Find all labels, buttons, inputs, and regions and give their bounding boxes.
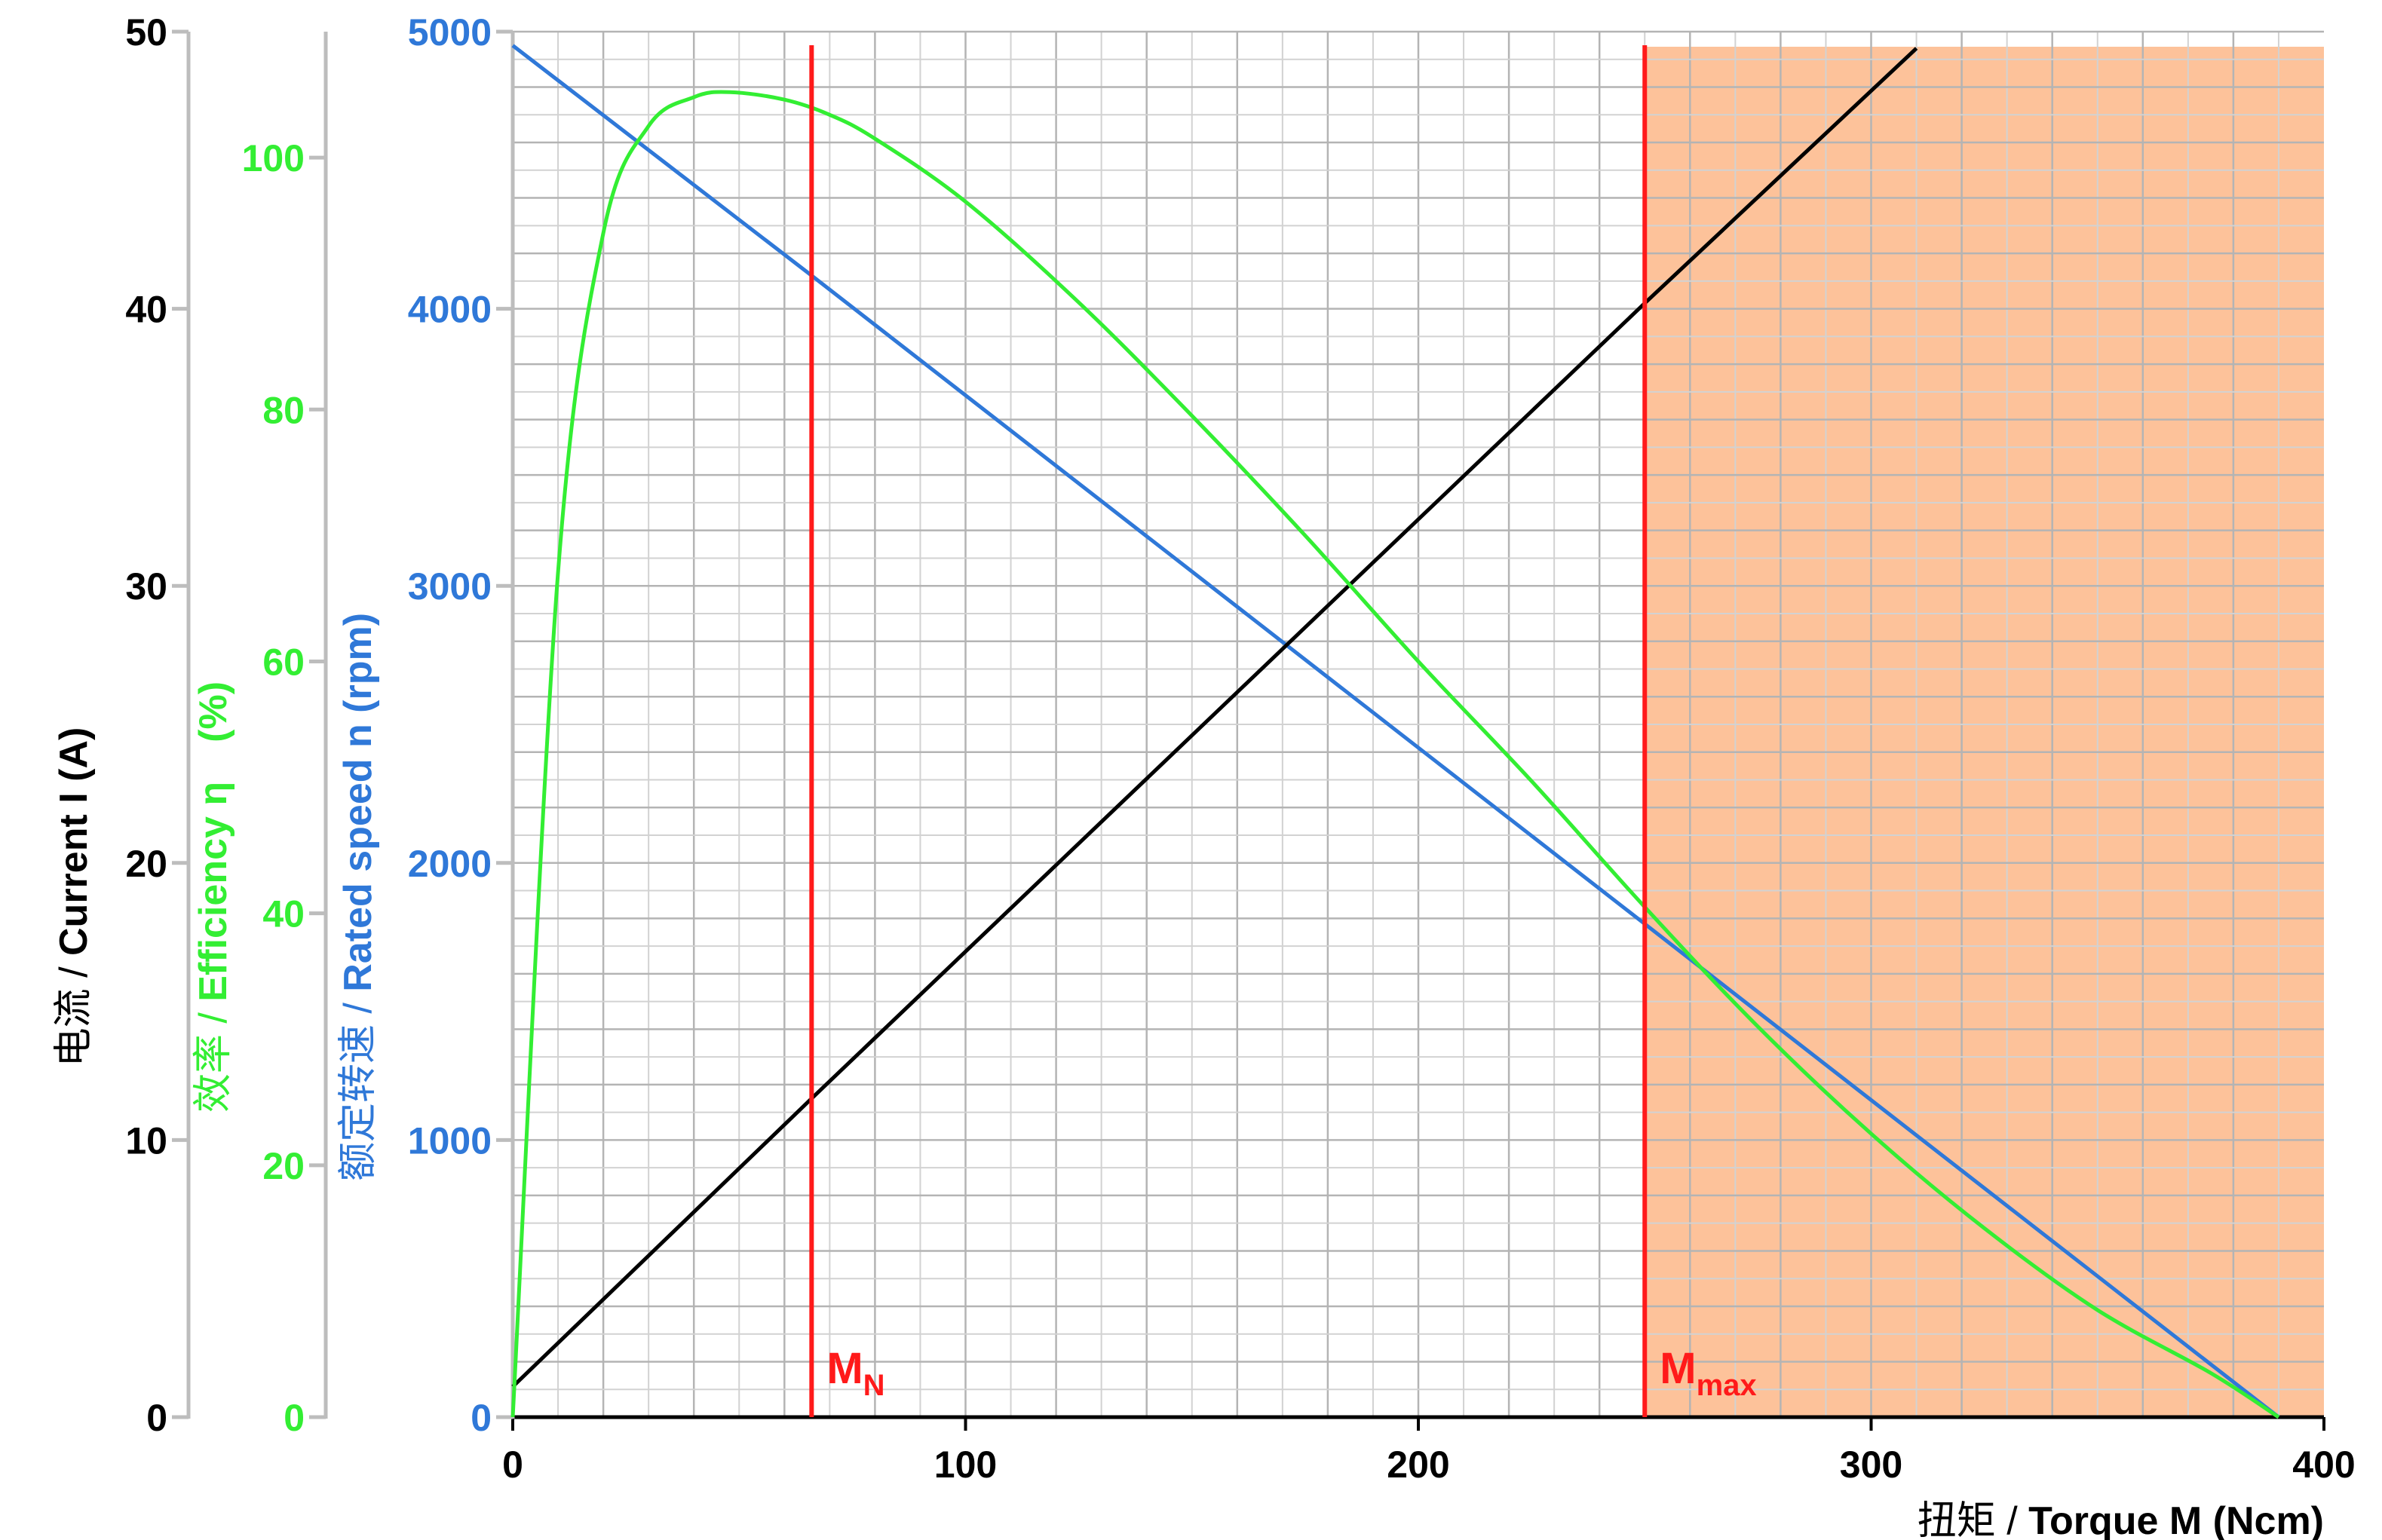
speed-axis-tick-label: 3000 (408, 565, 492, 608)
efficiency-axis-tick-label: 0 (284, 1397, 305, 1439)
efficiency-axis-tick-label: 20 (262, 1145, 305, 1187)
marker-label-N: MN (826, 1344, 884, 1402)
x-axis-tick-label: 400 (2292, 1444, 2355, 1486)
axes-layer: 0 100 200 300 400010203040500204060801000100… (125, 11, 2355, 1486)
current-series-line (511, 47, 1918, 1388)
speed-series-line (511, 44, 2280, 1419)
efficiency-axis-title-cn: 效率 / (192, 1002, 235, 1113)
current-axis-tick-label: 10 (125, 1119, 167, 1162)
overload-region-layer (1645, 47, 2324, 1417)
efficiency-axis-tick-label: 100 (242, 137, 305, 179)
marker-label-main: M (826, 1344, 863, 1393)
current-axis-title: 电流 / Current I (A) (52, 727, 96, 1067)
speed-axis-tick-label: 1000 (408, 1119, 492, 1162)
current-axis-title-en: Current I (A) (52, 727, 96, 956)
speed-axis-tick-label: 2000 (408, 843, 492, 885)
speed-axis-title-cn: 额定转速 / (336, 992, 380, 1181)
efficiency-axis-title: 效率 / Efficiency η (%) (192, 681, 235, 1113)
speed-axis-title: 额定转速 / Rated speed n (rpm) (336, 613, 380, 1181)
current-axis-tick-label: 0 (146, 1397, 167, 1439)
efficiency-axis-tick-label: 60 (262, 641, 305, 683)
x-axis-tick-label: 300 (1840, 1444, 1902, 1486)
efficiency-series-line (510, 90, 2280, 1419)
current-axis-tick-label: 30 (125, 565, 167, 608)
marker-label-sub: max (1697, 1369, 1757, 1402)
x-axis-tick-label: 0 (502, 1444, 523, 1486)
speed-axis-tick-label: 5000 (408, 11, 492, 54)
speed-axis-tick-label: 4000 (408, 289, 492, 331)
series-layer (510, 44, 2280, 1419)
marker-label-main: M (1660, 1344, 1696, 1393)
speed-axis-title-en: Rated speed n (rpm) (336, 613, 380, 992)
efficiency-axis-tick-label: 80 (262, 389, 305, 431)
label-layer: 扭矩 / Torque M (Ncm) 电流 / Current I (A) 效率 … (52, 613, 2324, 1540)
marker-label-sub: N (863, 1369, 885, 1402)
speed-axis-tick-label: 0 (471, 1397, 492, 1439)
current-axis-title-cn: 电流 / (52, 956, 96, 1067)
overload-region (1645, 47, 2324, 1417)
x-axis-tick-label: 100 (934, 1444, 997, 1486)
efficiency-axis-tick-label: 40 (262, 893, 305, 935)
efficiency-axis-title-unit: (%) (192, 681, 235, 782)
efficiency-axis-title-en: Efficiency η (192, 782, 235, 1002)
x-axis-title-cn: 扭矩 / (1918, 1499, 2028, 1540)
x-axis-tick-label: 200 (1387, 1444, 1449, 1486)
marker-label-max: Mmax (1660, 1344, 1756, 1402)
current-axis-tick-label: 40 (125, 289, 167, 331)
x-axis-title: 扭矩 / Torque M (Ncm) (1918, 1499, 2324, 1540)
x-axis-title-en: Torque M (Ncm) (2028, 1499, 2324, 1540)
marker-layer: MN Mmax (809, 45, 1757, 1417)
current-axis-tick-label: 50 (125, 11, 167, 54)
current-axis-tick-label: 20 (125, 843, 167, 885)
grid-layer (513, 30, 2324, 1417)
